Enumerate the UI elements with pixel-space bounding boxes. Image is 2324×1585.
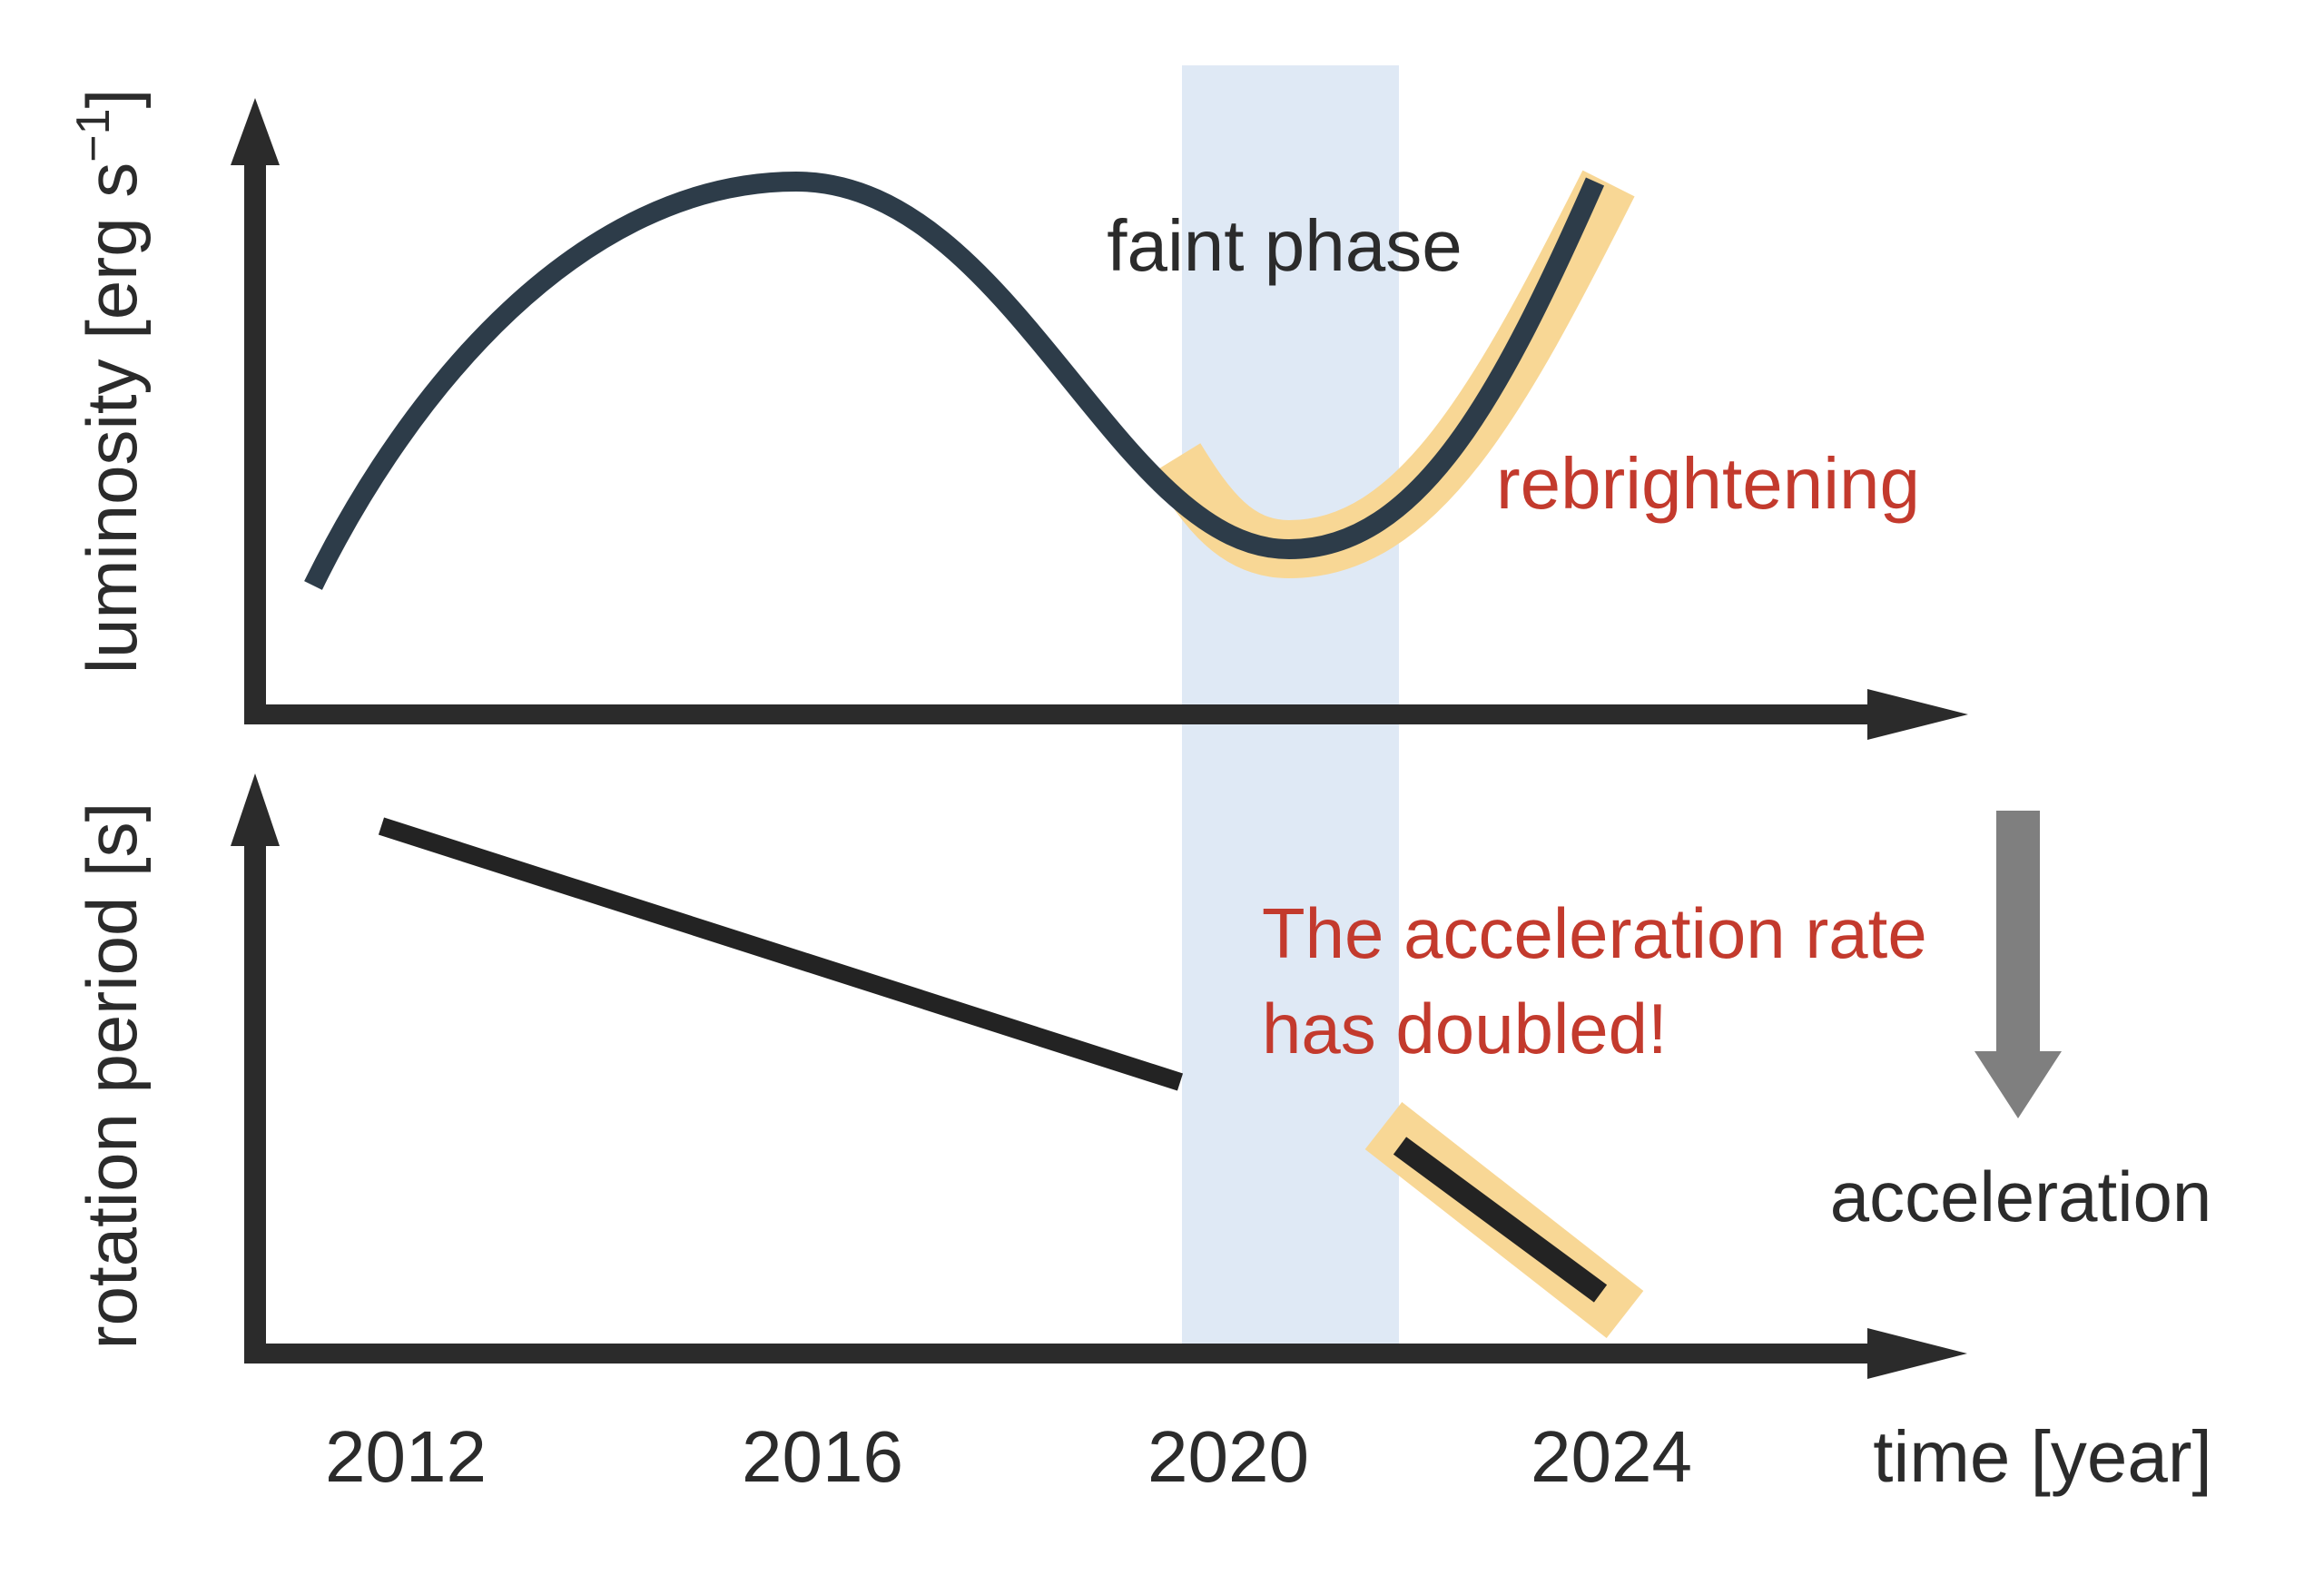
top-y-axis-label: luminosity [erg s−1]: [67, 89, 152, 674]
bottom-y-axis-arrowhead: [231, 773, 280, 846]
bottom-x-axis-arrowhead: [1867, 1328, 1967, 1379]
x-tick-2020: 2020: [1147, 1416, 1309, 1497]
rotation-period-line-early: [378, 817, 1184, 1091]
top-y-axis-label-close: ]: [72, 89, 152, 109]
luminosity-curve: [304, 171, 1605, 590]
bottom-y-axis-label: rotation period [s]: [72, 802, 152, 1350]
acceleration-note-line2: has doubled!: [1262, 989, 1668, 1068]
faint-phase-label: faint phase: [1107, 205, 1462, 286]
acceleration-arrow-label: acceleration: [1830, 1157, 2212, 1236]
acceleration-note-line1: The acceleration rate: [1262, 893, 1927, 973]
top-y-axis-label-superscript: −1: [67, 108, 120, 162]
x-tick-2012: 2012: [325, 1416, 487, 1497]
rebrightening-label: rebrightening: [1496, 443, 1920, 524]
top-x-axis-arrowhead: [1867, 689, 1968, 740]
x-tick-2016: 2016: [742, 1416, 903, 1497]
top-y-axis-arrowhead: [231, 98, 280, 165]
top-y-axis-label-main: luminosity [erg s: [72, 162, 152, 674]
x-tick-2024: 2024: [1531, 1416, 1692, 1497]
acceleration-arrow-icon: [1974, 811, 2062, 1118]
x-axis-label: time [year]: [1873, 1416, 2211, 1497]
rotation-period-line-late: [1393, 1137, 1608, 1303]
